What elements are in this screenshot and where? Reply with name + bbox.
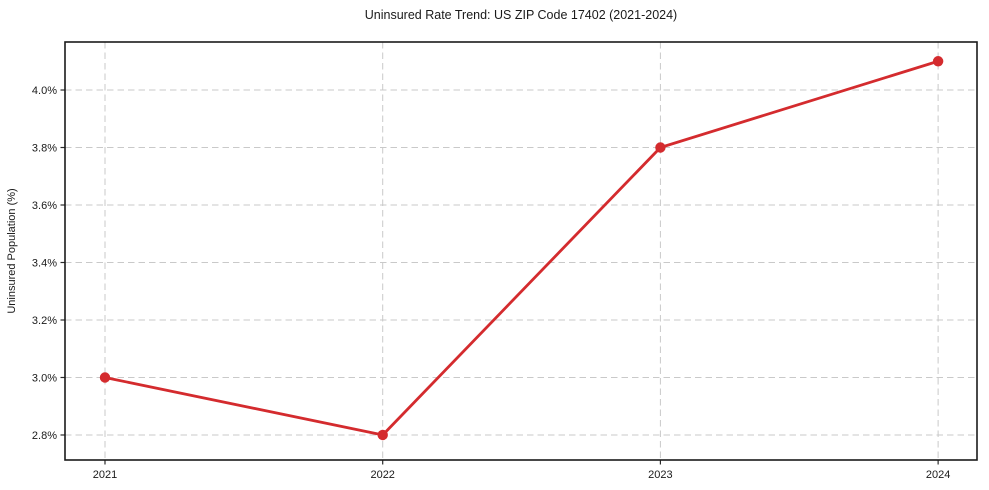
series-line bbox=[103, 59, 940, 437]
chart-title: Uninsured Rate Trend: US ZIP Code 17402 … bbox=[365, 8, 677, 22]
y-tick-label: 3.2% bbox=[32, 315, 57, 327]
x-tick-label: 2021 bbox=[93, 469, 117, 481]
data-point-marker bbox=[932, 56, 944, 67]
x-tick-label: 2022 bbox=[370, 469, 394, 481]
data-point-marker bbox=[377, 429, 388, 441]
y-axis-label: Uninsured Population (%) bbox=[6, 188, 18, 313]
y-tick-label: 3.6% bbox=[32, 200, 57, 212]
y-tick-label: 4.0% bbox=[32, 85, 57, 97]
data-point-marker bbox=[655, 142, 666, 153]
tick-layer: 2021 2022 2023 2024 2.8% 3.0% 3.2% 3.4% 3.6% 3.8%… bbox=[32, 85, 950, 481]
plot-border bbox=[64, 41, 978, 461]
x-tick-label: 2024 bbox=[926, 469, 950, 481]
x-tick-label: 2023 bbox=[648, 469, 672, 481]
y-tick-label: 2.8% bbox=[32, 430, 57, 442]
y-tick-label: 3.0% bbox=[32, 372, 57, 384]
grid-layer bbox=[65, 42, 977, 460]
y-tick-label: 3.4% bbox=[32, 257, 57, 269]
y-tick-label: 3.8% bbox=[32, 142, 57, 154]
data-point-marker bbox=[99, 372, 111, 383]
series-layer bbox=[99, 56, 944, 441]
